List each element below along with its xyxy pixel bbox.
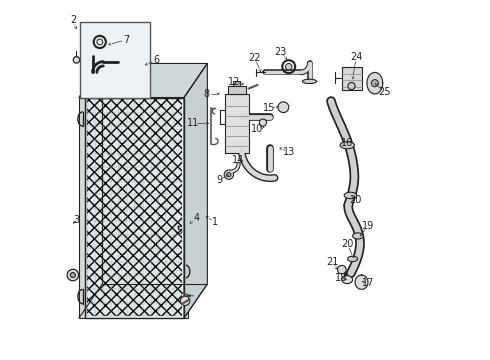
Text: 3: 3 bbox=[74, 215, 79, 225]
Text: 19: 19 bbox=[362, 221, 374, 231]
Text: 17: 17 bbox=[362, 278, 374, 288]
Bar bbox=[228, 86, 245, 94]
Text: 21: 21 bbox=[326, 257, 339, 267]
Text: 20: 20 bbox=[349, 195, 362, 206]
Text: 14: 14 bbox=[232, 155, 244, 165]
Bar bbox=[225, 94, 248, 153]
Text: 18: 18 bbox=[335, 273, 347, 283]
Circle shape bbox=[71, 273, 75, 278]
Polygon shape bbox=[355, 275, 368, 289]
Ellipse shape bbox=[342, 276, 353, 284]
Circle shape bbox=[180, 296, 190, 306]
Polygon shape bbox=[184, 63, 207, 318]
Circle shape bbox=[338, 265, 346, 274]
Text: 15: 15 bbox=[263, 103, 275, 113]
Ellipse shape bbox=[347, 256, 358, 262]
Circle shape bbox=[259, 119, 267, 126]
Bar bbox=[184, 98, 188, 318]
Ellipse shape bbox=[344, 192, 357, 199]
Ellipse shape bbox=[353, 233, 364, 239]
Bar bbox=[80, 22, 150, 98]
Bar bbox=[79, 98, 85, 318]
Ellipse shape bbox=[340, 141, 354, 149]
Circle shape bbox=[371, 80, 378, 87]
Text: 25: 25 bbox=[379, 87, 391, 97]
Text: 9: 9 bbox=[216, 175, 222, 185]
Text: 8: 8 bbox=[203, 89, 210, 99]
Bar bbox=[87, 99, 182, 316]
Circle shape bbox=[348, 82, 355, 90]
Bar bbox=[342, 67, 362, 90]
Text: 13: 13 bbox=[283, 147, 295, 157]
Text: 22: 22 bbox=[248, 53, 261, 63]
Text: 11: 11 bbox=[187, 118, 199, 128]
Text: 1: 1 bbox=[212, 217, 218, 227]
Text: 5: 5 bbox=[176, 226, 183, 236]
Circle shape bbox=[286, 63, 292, 70]
Text: 16: 16 bbox=[341, 138, 353, 148]
Ellipse shape bbox=[302, 79, 317, 84]
Text: 7: 7 bbox=[123, 35, 129, 45]
Circle shape bbox=[73, 57, 80, 63]
Text: 10: 10 bbox=[251, 124, 263, 134]
Bar bbox=[85, 98, 184, 318]
Text: 23: 23 bbox=[275, 46, 287, 57]
Text: 24: 24 bbox=[350, 52, 363, 62]
Polygon shape bbox=[85, 63, 207, 98]
Circle shape bbox=[227, 172, 231, 177]
Bar bbox=[85, 98, 184, 318]
Circle shape bbox=[224, 170, 234, 179]
Text: 12: 12 bbox=[228, 77, 241, 87]
Bar bbox=[233, 81, 240, 86]
Text: 20: 20 bbox=[341, 239, 353, 249]
Text: 2: 2 bbox=[71, 15, 77, 26]
Circle shape bbox=[67, 269, 78, 281]
Text: 6: 6 bbox=[153, 55, 159, 65]
Circle shape bbox=[278, 102, 289, 113]
Polygon shape bbox=[367, 72, 383, 94]
Text: 4: 4 bbox=[194, 213, 199, 223]
